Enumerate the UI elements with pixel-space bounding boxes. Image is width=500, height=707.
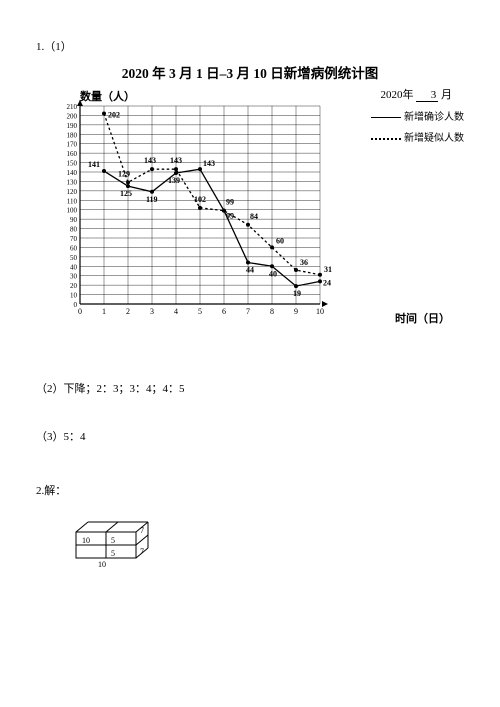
svg-text:19: 19 [293, 289, 301, 298]
svg-text:190: 190 [67, 122, 78, 130]
svg-text:90: 90 [70, 216, 78, 224]
chart-date: 2020年 3 月 [381, 86, 453, 102]
svg-text:9: 9 [294, 307, 298, 316]
svg-text:3: 3 [150, 307, 154, 316]
date-month: 3 [416, 89, 438, 102]
legend-dashed-label: 新增疑似人数 [404, 133, 464, 144]
svg-text:150: 150 [67, 160, 78, 168]
chart-container: 2020年 3 月 数量（人） 新增确诊人数 新增疑似人数 0123456789… [42, 86, 462, 322]
svg-text:0: 0 [78, 307, 82, 316]
svg-text:143: 143 [170, 156, 182, 165]
svg-text:180: 180 [67, 131, 78, 139]
svg-text:100: 100 [67, 207, 78, 215]
svg-text:129: 129 [118, 169, 130, 178]
svg-text:120: 120 [67, 188, 78, 196]
svg-text:30: 30 [70, 273, 78, 281]
svg-text:0: 0 [74, 301, 78, 309]
svg-text:40: 40 [70, 263, 78, 271]
svg-text:80: 80 [70, 226, 78, 234]
legend-dashed-line [371, 138, 401, 140]
chart-plot: 0123456789102102001901801701601501401301… [60, 92, 360, 318]
svg-text:130: 130 [67, 178, 78, 186]
iso-label-e: 7 [140, 547, 144, 556]
svg-text:143: 143 [203, 159, 215, 168]
svg-text:6: 6 [222, 307, 226, 316]
svg-text:119: 119 [146, 195, 158, 204]
iso-label-d: 5 [111, 549, 115, 558]
svg-text:8: 8 [270, 307, 274, 316]
svg-text:2: 2 [126, 307, 130, 316]
svg-text:20: 20 [70, 282, 78, 290]
svg-text:160: 160 [67, 150, 78, 158]
svg-text:36: 36 [300, 258, 308, 267]
svg-text:40: 40 [269, 269, 277, 278]
svg-text:143: 143 [144, 156, 156, 165]
svg-text:102: 102 [194, 195, 206, 204]
svg-text:4: 4 [174, 307, 178, 316]
isometric-svg: 10 5 7 5 7 10 [66, 510, 176, 570]
question-1-3: （3）5：4 [36, 428, 464, 444]
legend-solid-label: 新增确诊人数 [404, 112, 464, 123]
svg-text:110: 110 [67, 197, 78, 205]
question-1-1: 1.（1） [36, 38, 464, 54]
svg-text:5: 5 [198, 307, 202, 316]
svg-text:84: 84 [250, 212, 258, 221]
svg-text:1: 1 [102, 307, 106, 316]
svg-text:202: 202 [108, 111, 120, 120]
svg-text:139: 139 [168, 176, 180, 185]
svg-text:99: 99 [226, 198, 234, 207]
svg-text:60: 60 [70, 244, 78, 252]
svg-text:24: 24 [323, 278, 331, 287]
question-2: 2.解： [36, 482, 464, 498]
svg-text:141: 141 [88, 160, 100, 169]
legend: 新增确诊人数 新增疑似人数 [371, 108, 464, 150]
chart-title: 2020 年 3 月 1 日–3 月 10 日新增病例统计图 [36, 62, 464, 82]
svg-text:10: 10 [70, 292, 78, 300]
svg-text:10: 10 [316, 307, 324, 316]
svg-text:140: 140 [67, 169, 78, 177]
svg-text:99: 99 [226, 212, 234, 221]
date-suffix: 月 [441, 89, 452, 101]
svg-text:44: 44 [246, 266, 254, 275]
svg-text:200: 200 [67, 112, 78, 120]
isometric-figure: 10 5 7 5 7 10 [66, 510, 176, 570]
date-prefix: 2020年 [381, 89, 414, 101]
svg-text:210: 210 [67, 103, 78, 111]
svg-text:170: 170 [67, 141, 78, 149]
question-1-2: （2）下降；2：3；3：4；4：5 [36, 380, 464, 396]
x-axis-label: 时间（日） [395, 310, 450, 326]
svg-text:31: 31 [324, 265, 332, 274]
svg-text:60: 60 [276, 236, 284, 245]
iso-label-a: 10 [82, 536, 90, 545]
svg-text:7: 7 [246, 307, 250, 316]
iso-label-c: 7 [140, 526, 144, 535]
svg-text:125: 125 [120, 189, 132, 198]
legend-solid-line [371, 117, 401, 118]
svg-text:50: 50 [70, 254, 78, 262]
iso-label-f: 10 [98, 560, 106, 569]
iso-label-b: 5 [111, 536, 115, 545]
svg-text:70: 70 [70, 235, 78, 243]
